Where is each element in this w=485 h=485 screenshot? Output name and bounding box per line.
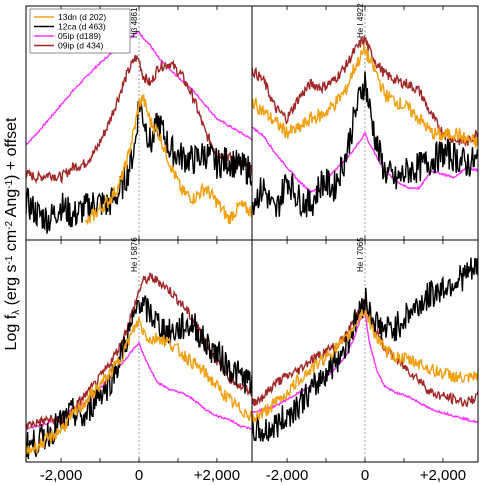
x-tick-label: 0 (135, 467, 143, 484)
y-axis-label-part: (erg s (3, 265, 20, 310)
y-axis-label-part: -1 (4, 180, 15, 189)
y-axis-label-part: -2 (4, 220, 15, 229)
y-axis-label-part: Ang (3, 189, 20, 221)
series-09ip-line (26, 54, 252, 185)
series-05ip-line (252, 127, 478, 195)
legend: 13dn (d 202)12ca (d 463)05ip (d189)09ip … (29, 8, 131, 54)
x-tick-label: +2,000 (420, 467, 466, 484)
y-axis-label-part: Log f (3, 314, 20, 350)
series-13dn-line (26, 316, 252, 455)
hei-7065-panel (252, 240, 478, 462)
x-tick-label: 0 (361, 467, 369, 484)
series-12ca-line (252, 257, 478, 442)
y-axis-label-part: -1 (4, 255, 15, 264)
legend-label: 12ca (d 463) (58, 22, 106, 32)
legend-label: 09ip (d 434) (58, 41, 104, 51)
x-tick-label: +2,000 (194, 467, 240, 484)
series-05ip-line (26, 30, 252, 146)
line-label: He I 5876 (130, 237, 139, 272)
line-label: Hβ 4861 (130, 7, 139, 38)
y-axis-label-part: cm (3, 230, 20, 256)
series-12ca-line (252, 71, 478, 218)
hbeta-panel (26, 6, 252, 240)
series-12ca-line (26, 295, 252, 460)
y-axis-label-part: λ (11, 310, 22, 315)
legend-label: 13dn (d 202) (58, 12, 106, 22)
series-13dn-line (84, 94, 252, 225)
series-13dn-line (252, 44, 478, 148)
line-label: He I 4922 (356, 3, 365, 38)
line-label: He I 7065 (356, 237, 365, 272)
y-axis-label-part: ) + offset (3, 117, 20, 180)
hei-5876-panel (26, 240, 252, 462)
series-13dn-line (252, 309, 478, 423)
x-tick-label: -2,000 (266, 467, 309, 484)
x-tick-label: -2,000 (40, 467, 83, 484)
y-axis-label: Log fλ (erg s-1 cm-2 Ang-1) + offset (3, 117, 22, 350)
hei-4922-panel (252, 6, 478, 240)
legend-label: 05ip (d189) (58, 31, 101, 41)
